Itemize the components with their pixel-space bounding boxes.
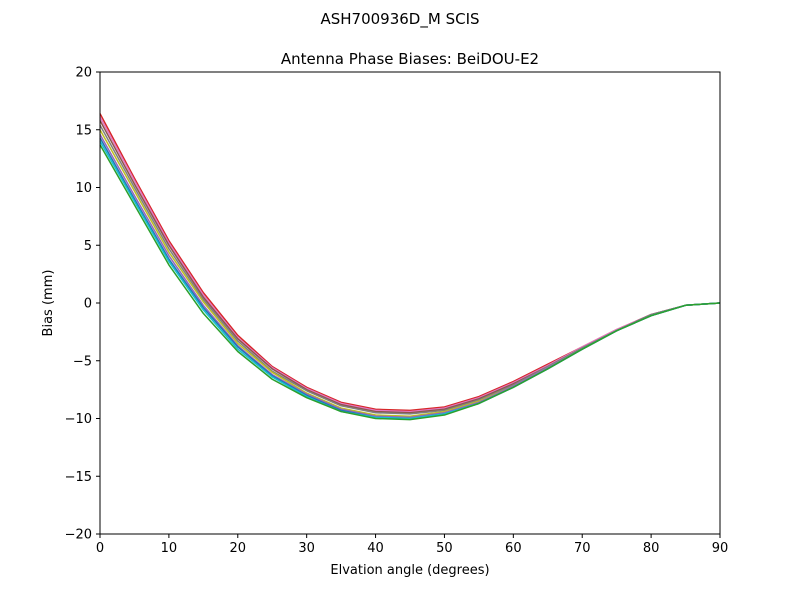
series-line-3 [99,120,721,414]
series-line-5 [99,129,721,417]
y-axis-label: Bias (mm) [41,270,56,337]
x-tick-label: 0 [96,541,104,556]
y-tick-label: −20 [65,528,92,543]
y-tick-label: 20 [75,66,92,81]
x-tick-label: 40 [367,541,384,556]
x-tick-label: 30 [298,541,315,556]
series-line-1 [99,113,721,412]
y-tick-label: 5 [84,239,92,254]
figure-suptitle: ASH700936D_M SCIS [320,10,479,29]
x-tick-label: 60 [505,541,522,556]
y-axis: −20 −15 −10 −5 0 5 10 15 20 [65,66,100,543]
y-tick-label: −10 [65,412,92,427]
y-tick-label: 10 [75,181,92,196]
plot-frame [99,71,721,535]
x-tick-label: 50 [436,541,453,556]
y-tick-label: −5 [73,354,92,369]
y-tick-label: 0 [84,297,92,312]
series-layer [99,113,721,421]
chart-title: Antenna Phase Biases: BeiDOU-E2 [281,50,539,68]
x-axis: 0 10 20 30 40 50 60 70 80 90 [96,534,728,556]
x-tick-label: 70 [574,541,591,556]
series-line-4 [99,124,721,415]
series-line-2 [99,116,721,413]
x-tick-label: 90 [712,541,729,556]
y-tick-label: −15 [65,470,92,485]
x-tick-label: 80 [643,541,660,556]
x-tick-label: 20 [230,541,247,556]
x-axis-label: Elvation angle (degrees) [330,563,489,578]
x-tick-label: 10 [161,541,178,556]
y-tick-label: 15 [75,123,92,138]
series-line-9 [99,144,721,421]
